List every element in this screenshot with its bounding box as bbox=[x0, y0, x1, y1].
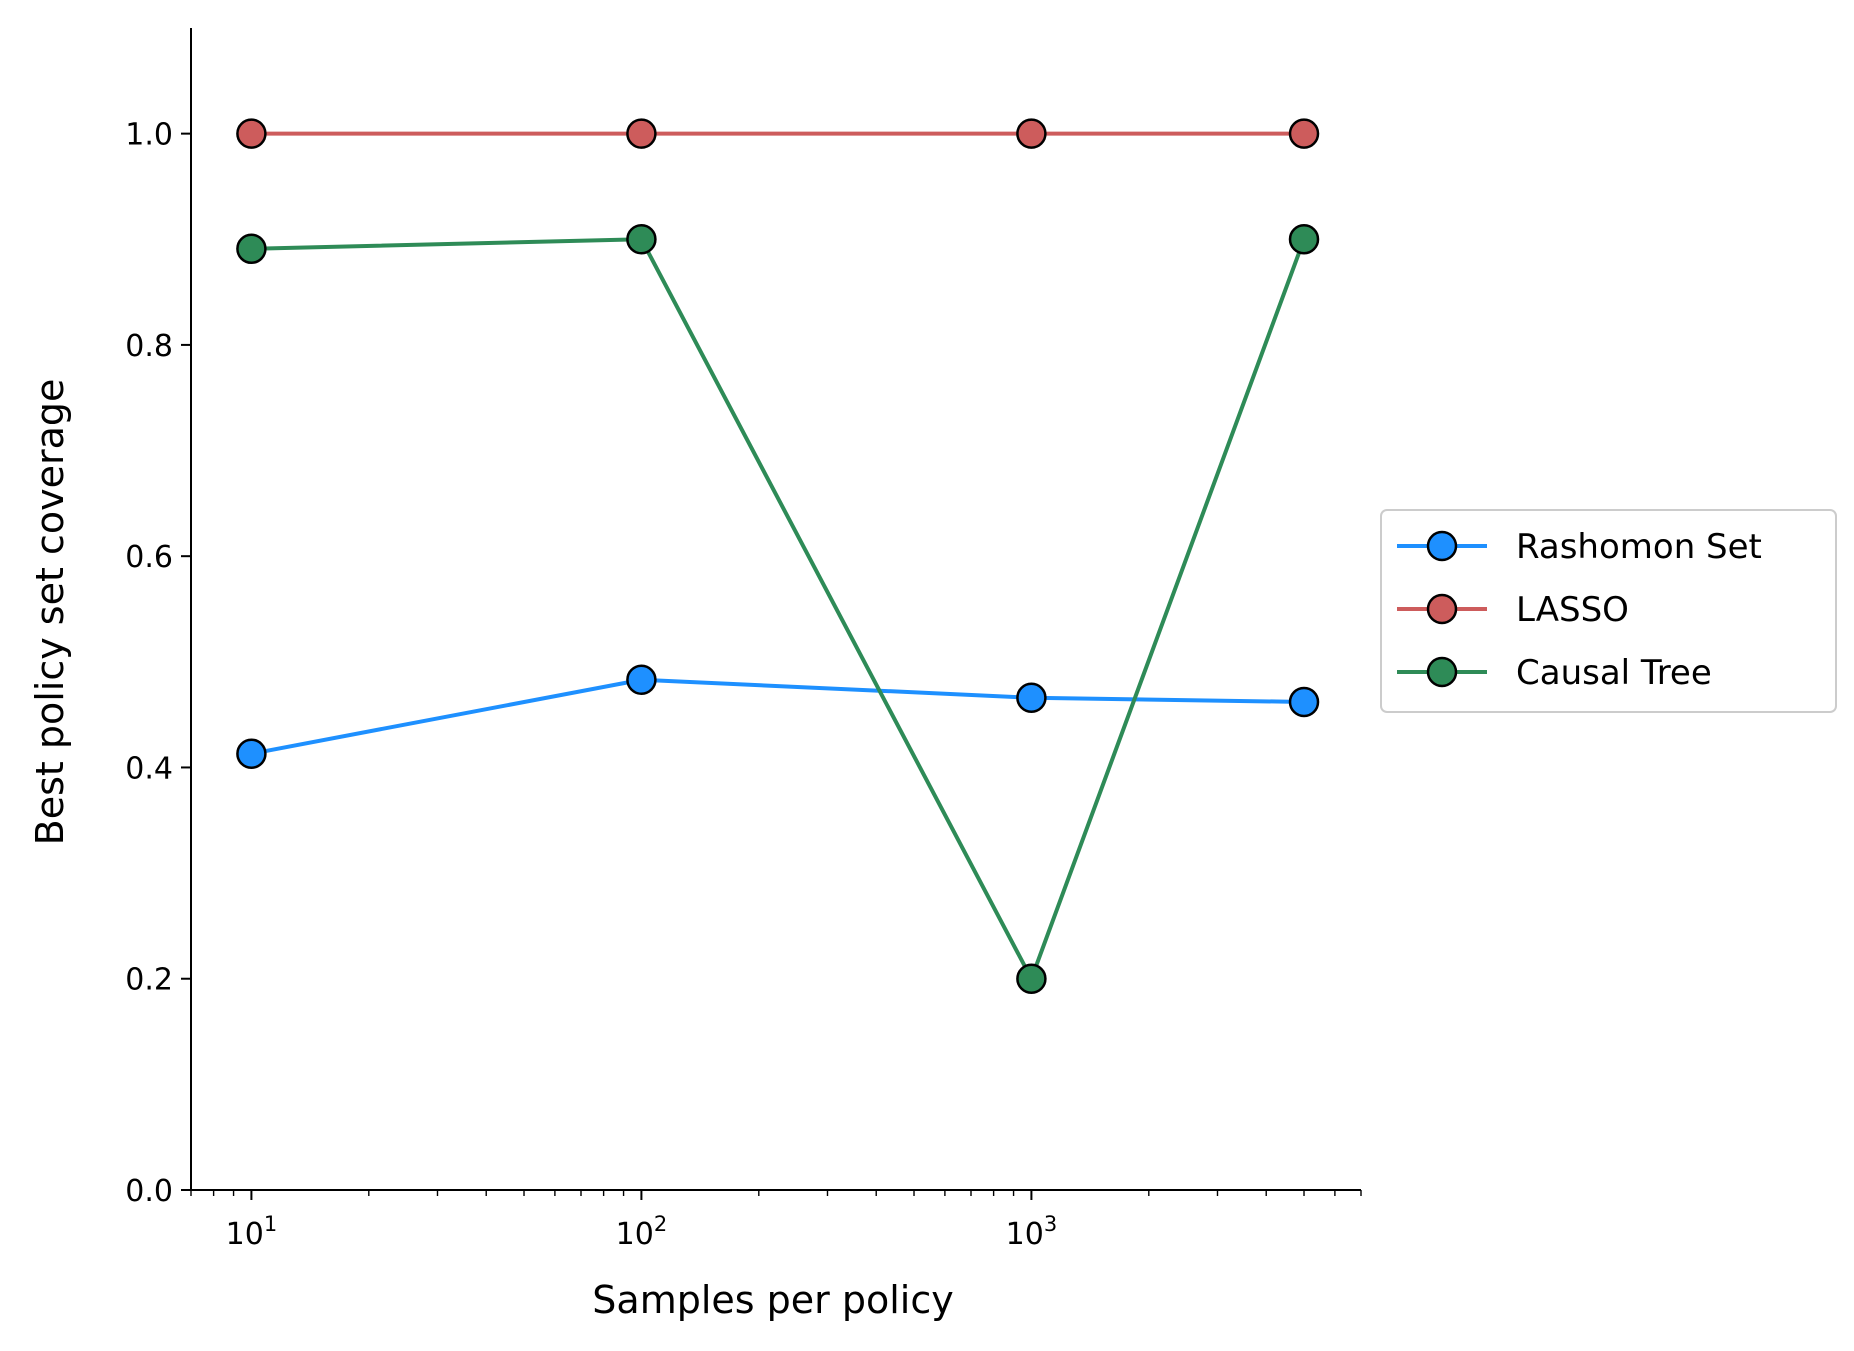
legend-frame bbox=[1380, 509, 1837, 713]
data-point-lasso bbox=[626, 118, 657, 149]
legend-label-lasso: LASSO bbox=[1516, 590, 1629, 630]
x-tick-label: 103 bbox=[1006, 1212, 1058, 1252]
y-tick-label: 0.0 bbox=[125, 1174, 173, 1209]
data-point-causal-tree bbox=[1288, 224, 1320, 255]
y-tick-label: 0.2 bbox=[125, 963, 173, 998]
legend-marker-rashomon-set bbox=[1426, 530, 1458, 562]
legend: Rashomon Set LASSO Causal Tree bbox=[1380, 509, 1837, 713]
data-point-rashomon-set bbox=[1288, 686, 1320, 718]
series-line-rashomon-set bbox=[251, 677, 1305, 756]
y-tick-label: 0.4 bbox=[125, 751, 173, 786]
axes: 0.0 0.2 0.4 0.6 0.8 1.0 101 102 103 bbox=[125, 28, 1362, 1252]
series-layer bbox=[236, 118, 1320, 994]
x-tick-label: 102 bbox=[616, 1212, 668, 1252]
data-point-causal-tree bbox=[626, 224, 657, 255]
data-point-causal-tree bbox=[236, 233, 267, 265]
y-tick-label: 1.0 bbox=[125, 118, 173, 153]
data-point-lasso bbox=[1016, 118, 1047, 149]
x-axis-title: Samples per policy bbox=[592, 1278, 953, 1322]
legend-marker-causal-tree bbox=[1426, 656, 1458, 688]
legend-marker-lasso bbox=[1426, 593, 1458, 625]
series-line-causal-tree bbox=[251, 237, 1306, 984]
data-point-rashomon-set bbox=[236, 738, 267, 769]
data-point-rashomon-set bbox=[1016, 682, 1047, 713]
data-point-rashomon-set bbox=[626, 664, 657, 696]
y-axis-title: Best policy set coverage bbox=[28, 379, 72, 846]
data-point-causal-tree bbox=[1016, 963, 1047, 994]
legend-label-rashomon-set: Rashomon Set bbox=[1516, 527, 1762, 567]
legend-label-causal-tree: Causal Tree bbox=[1516, 653, 1712, 693]
x-tick-label: 101 bbox=[226, 1212, 278, 1252]
data-point-lasso bbox=[236, 118, 267, 149]
data-point-lasso bbox=[1288, 118, 1320, 149]
y-tick-label: 0.6 bbox=[125, 540, 173, 575]
y-tick-label: 0.8 bbox=[125, 329, 173, 364]
